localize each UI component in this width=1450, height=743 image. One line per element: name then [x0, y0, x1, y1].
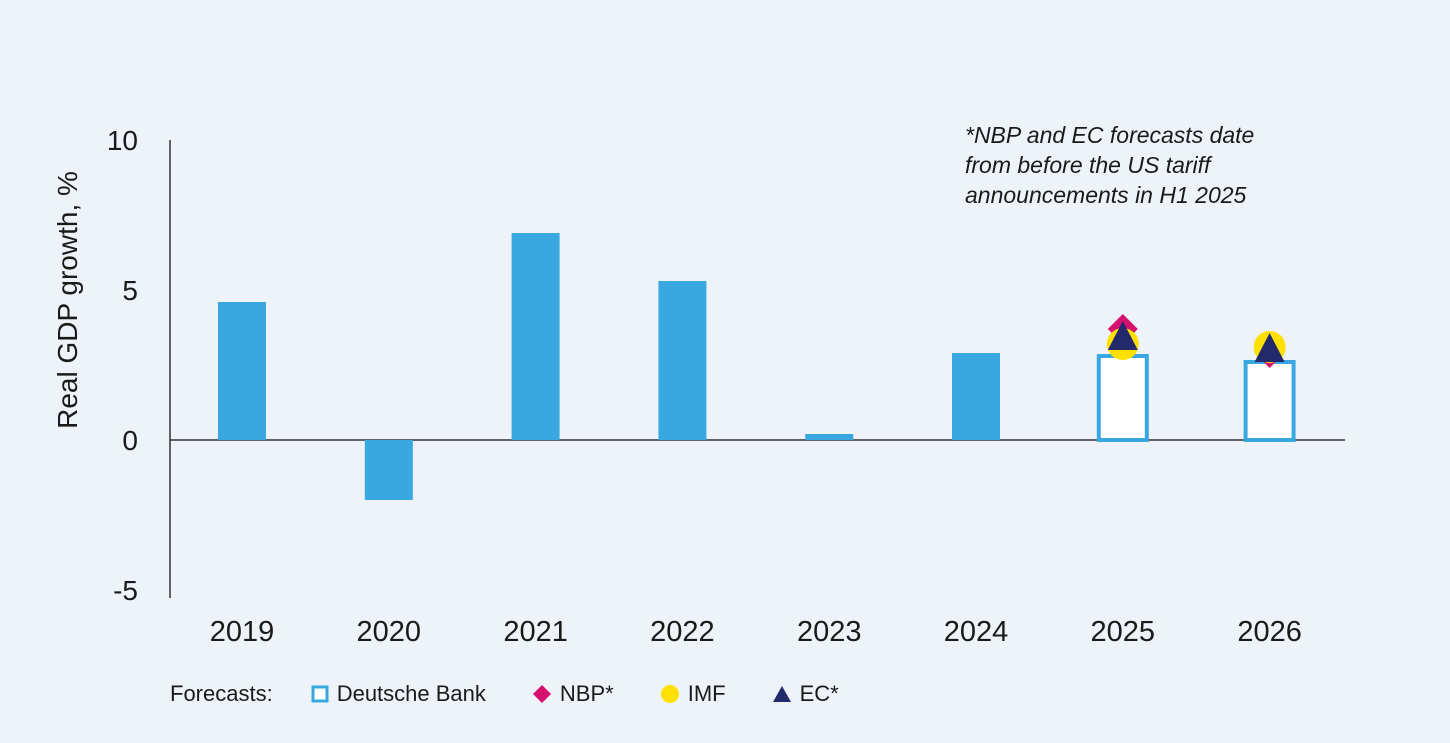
legend-label-deutsche-bank: Deutsche Bank [336, 681, 486, 706]
legend-item-ec: EC* [772, 681, 839, 707]
forecast-note: *NBP and EC forecasts date from before t… [965, 122, 1261, 208]
triangle-icon [772, 686, 791, 702]
legend: Forecasts: Deutsche Bank NBP* IMF EC* [170, 678, 885, 710]
forecast-note-line-3: announcements in H1 2025 [965, 182, 1247, 208]
y-tick-label: 5 [122, 275, 138, 306]
x-tick-labels: 2019 2020 2021 2022 2023 2024 2025 2026 [210, 616, 1302, 648]
forecast-note-line-1: *NBP and EC forecasts date [965, 122, 1254, 148]
legend-label-ec: EC* [799, 681, 839, 706]
legend-item-imf: IMF [660, 681, 726, 707]
x-tick-label: 2023 [797, 616, 862, 648]
x-tick-label: 2026 [1237, 616, 1302, 648]
y-tick-labels: 10 5 0 -5 [107, 125, 138, 606]
bar-forecast-deutsche-bank-2025 [1096, 354, 1149, 442]
x-tick-label: 2024 [944, 616, 1009, 648]
forecast-markers-group [1106, 314, 1286, 368]
legend-item-deutsche-bank: Deutsche Bank [311, 681, 486, 707]
marker-ec-2026 [1254, 333, 1285, 362]
y-axis-title: Real GDP growth, % [52, 171, 83, 429]
marker-ec-2025 [1107, 321, 1138, 350]
x-tick-label: 2020 [357, 616, 422, 648]
bars-group [218, 233, 1296, 500]
circle-icon [660, 685, 679, 703]
y-tick-label: 0 [122, 425, 138, 456]
forecast-note-line-2: from before the US tariff [965, 152, 1213, 178]
legend-title: Forecasts: [170, 681, 273, 706]
bar-actual-2019 [218, 302, 266, 440]
axes-group [169, 140, 1345, 598]
x-tick-label: 2025 [1091, 616, 1156, 648]
bar-actual-2021 [511, 233, 560, 440]
y-tick-label: 10 [107, 125, 138, 156]
legend-item-nbp: NBP* [532, 681, 614, 707]
bar-actual-2023 [805, 434, 854, 440]
bar-actual-2020 [364, 440, 413, 500]
outline-square-icon [311, 685, 329, 703]
bar-actual-2024 [952, 353, 1000, 440]
x-tick-label: 2019 [210, 616, 275, 648]
legend-label-imf: IMF [687, 681, 726, 706]
diamond-icon [532, 685, 551, 703]
y-tick-label: -5 [113, 575, 138, 606]
x-tick-label: 2021 [503, 616, 568, 648]
bar-forecast-deutsche-bank-2026 [1243, 360, 1296, 442]
x-tick-label: 2022 [650, 616, 715, 648]
legend-label-nbp: NBP* [559, 681, 614, 706]
bar-actual-2022 [658, 281, 707, 440]
